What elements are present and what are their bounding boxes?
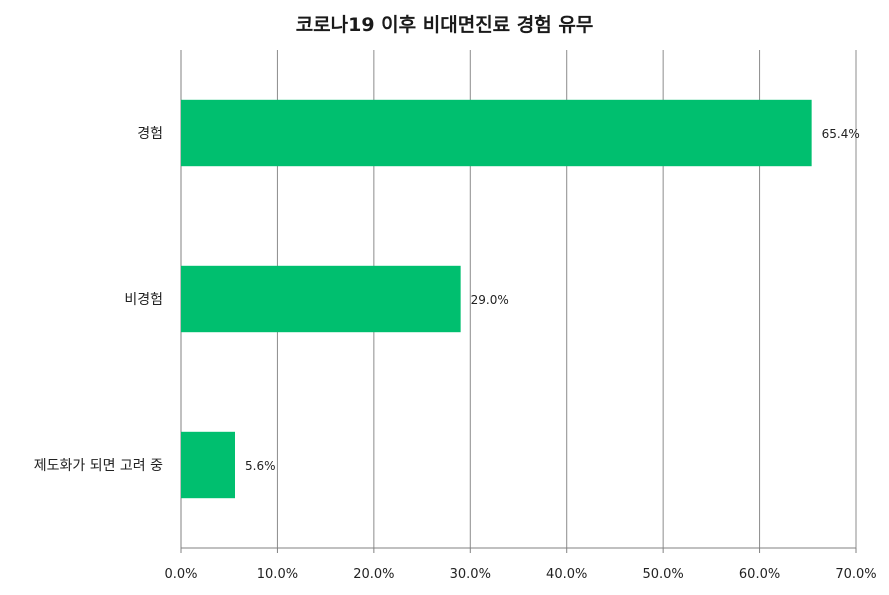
category-label: 비경험: [124, 292, 163, 308]
x-tick-label: 50.0%: [642, 567, 683, 582]
data-label: 65.4%: [822, 127, 860, 141]
x-tick-label: 70.0%: [835, 567, 876, 582]
data-label: 29.0%: [471, 293, 509, 307]
x-tick-label: 20.0%: [353, 567, 394, 582]
bar: [181, 431, 235, 499]
x-tick-label: 60.0%: [739, 567, 780, 582]
data-label: 5.6%: [245, 459, 276, 473]
bar: [181, 265, 461, 333]
chart-title: 코로나19 이후 비대면진료 경험 유무: [295, 14, 594, 36]
x-tick-label: 10.0%: [257, 567, 298, 582]
x-tick-label: 0.0%: [164, 567, 197, 582]
category-label: 제도화가 되면 고려 중: [34, 458, 163, 474]
x-tick-label: 40.0%: [546, 567, 587, 582]
bar: [181, 99, 812, 167]
category-label: 경험: [137, 126, 163, 142]
x-tick-label: 30.0%: [450, 567, 491, 582]
